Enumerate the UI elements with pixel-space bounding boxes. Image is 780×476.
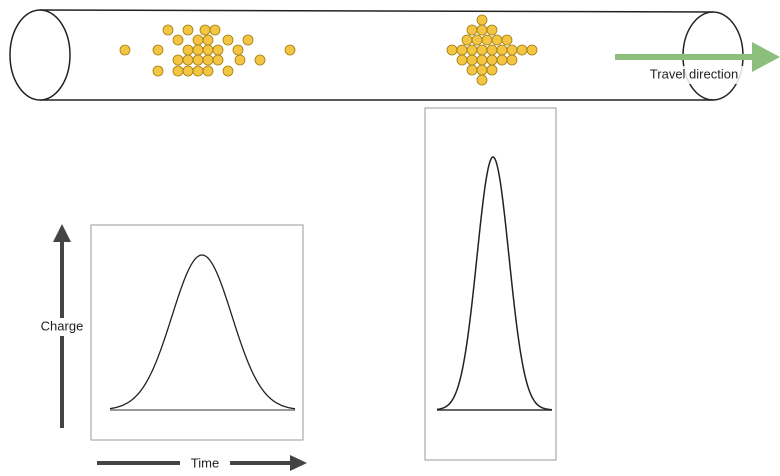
particle [486, 24, 498, 36]
particle [516, 44, 528, 56]
particle [466, 24, 478, 36]
particle [476, 14, 488, 26]
particle [192, 65, 204, 77]
particle [456, 54, 468, 66]
particle [119, 44, 131, 56]
particle [496, 54, 508, 66]
plot-box [90, 224, 304, 441]
particle [222, 65, 234, 77]
wide-pulse [109, 254, 296, 410]
particle [476, 44, 488, 56]
particle [486, 54, 498, 66]
particle [242, 34, 254, 46]
y-arrow-head [53, 224, 71, 242]
particle [172, 34, 184, 46]
particle [526, 44, 538, 56]
travel-arrow-head [752, 42, 780, 72]
particle [456, 44, 468, 56]
particle [486, 44, 498, 56]
y-label: Charge [41, 318, 84, 333]
particle [506, 44, 518, 56]
particle [476, 54, 488, 66]
particle [501, 34, 513, 46]
particle [466, 64, 478, 76]
label-bg [637, 66, 751, 84]
particle [162, 24, 174, 36]
particle [182, 24, 194, 36]
particle [446, 44, 458, 56]
particle [254, 54, 266, 66]
particle [466, 44, 478, 56]
particle [471, 34, 483, 46]
particle [476, 64, 488, 76]
particle [182, 44, 194, 56]
travel-label: Travel direction [650, 66, 738, 81]
particle [222, 34, 234, 46]
narrow-pulse [436, 156, 553, 411]
particle [234, 54, 246, 66]
particle [476, 74, 488, 86]
x-arrow-head [290, 455, 307, 471]
tube-top [39, 9, 714, 13]
particle [192, 44, 204, 56]
particle [486, 64, 498, 76]
particle [199, 24, 211, 36]
particle [476, 24, 488, 36]
particle [152, 65, 164, 77]
particle [202, 54, 214, 66]
particle [209, 24, 221, 36]
particle [182, 54, 194, 66]
particle [202, 65, 214, 77]
label-bg [180, 455, 230, 471]
x-label: Time [191, 455, 219, 470]
particle [491, 34, 503, 46]
particle [182, 65, 194, 77]
particle [481, 34, 493, 46]
plot-box [424, 107, 557, 461]
particle [192, 34, 204, 46]
particle [172, 65, 184, 77]
particle [284, 44, 296, 56]
particle [202, 34, 214, 46]
label-bg [34, 318, 90, 336]
particle [461, 34, 473, 46]
particle [496, 44, 508, 56]
particles [119, 14, 538, 86]
particle [152, 44, 164, 56]
particle [172, 54, 184, 66]
particle [212, 54, 224, 66]
particle [506, 54, 518, 66]
particle [232, 44, 244, 56]
tube-end-left [9, 9, 71, 101]
particle [466, 54, 478, 66]
particle [212, 44, 224, 56]
particle [192, 54, 204, 66]
particle [202, 44, 214, 56]
